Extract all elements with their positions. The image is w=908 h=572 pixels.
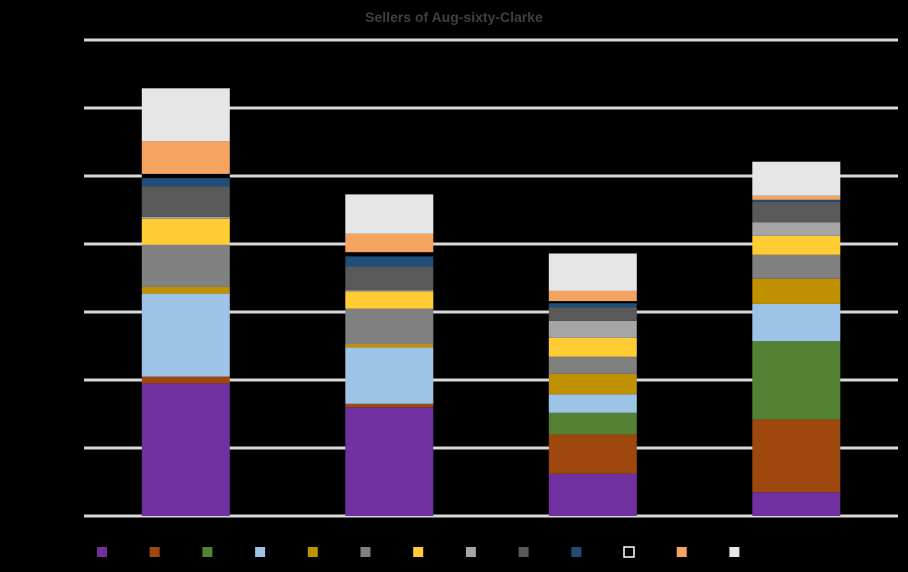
bar-segment-6 xyxy=(141,244,230,287)
bar-segment-2 xyxy=(345,403,434,408)
bar-segment-11 xyxy=(548,301,637,304)
bar-segment-8 xyxy=(345,290,434,292)
bar-segment-1 xyxy=(141,383,230,516)
bar-segment-4 xyxy=(548,394,637,413)
bar-segment-3 xyxy=(548,412,637,435)
bar-segment-6 xyxy=(345,308,434,344)
bar-segment-7 xyxy=(752,235,841,255)
bar-segment-11 xyxy=(141,174,230,179)
legend-swatch-2 xyxy=(149,547,160,557)
bar-segment-5 xyxy=(141,286,230,294)
bar-segment-4 xyxy=(141,293,230,377)
bar-segment-12 xyxy=(752,195,841,200)
bar-segment-1 xyxy=(752,492,841,516)
bar-segment-2 xyxy=(141,376,230,384)
legend-swatch-6 xyxy=(360,547,371,557)
legend-swatch-10 xyxy=(571,547,582,557)
bar-segment-10 xyxy=(548,303,637,308)
legend-swatch-9 xyxy=(518,547,529,557)
bar-segment-2 xyxy=(752,419,841,493)
bar-segment-5 xyxy=(548,373,637,395)
legend-swatch-13 xyxy=(729,547,740,557)
bar-segment-6 xyxy=(752,254,841,279)
legend-swatch-7 xyxy=(413,547,424,557)
legend-swatch-11 xyxy=(623,546,635,558)
bar-segment-5 xyxy=(345,344,434,348)
bar-segment-2 xyxy=(548,434,637,474)
bar-segment-10 xyxy=(141,178,230,187)
bar-segment-12 xyxy=(345,233,434,253)
bar-segment-1 xyxy=(345,407,434,516)
legend-swatch-3 xyxy=(202,547,213,557)
bar-segment-13 xyxy=(345,194,434,234)
bar-segment-7 xyxy=(345,291,434,309)
legend-swatch-4 xyxy=(255,547,266,557)
bar-segment-8 xyxy=(752,222,841,236)
legend-swatch-5 xyxy=(307,547,318,557)
bar-segment-9 xyxy=(548,307,637,321)
bar-segment-9 xyxy=(345,266,434,291)
bar-segment-7 xyxy=(141,218,230,245)
bar-segment-9 xyxy=(752,201,841,223)
bar-segment-7 xyxy=(548,337,637,357)
bar-segment-13 xyxy=(752,161,841,196)
bar-segment-8 xyxy=(141,216,230,219)
bar-segment-12 xyxy=(141,141,230,174)
bar-segment-10 xyxy=(752,199,841,202)
bar-segment-3 xyxy=(752,341,841,420)
bar-segment-11 xyxy=(345,252,434,257)
bar-segment-10 xyxy=(345,256,434,267)
chart-title: Sellers of Aug-sixty-Clarke xyxy=(365,9,543,25)
legend-swatch-12 xyxy=(676,547,687,557)
bar-segment-9 xyxy=(141,186,230,217)
bar-segment-4 xyxy=(752,303,841,342)
bar-segment-1 xyxy=(548,473,637,516)
bar-segment-13 xyxy=(548,253,637,291)
legend-swatch-1 xyxy=(97,547,107,557)
bar-segment-5 xyxy=(752,278,841,304)
bar-segment-4 xyxy=(345,347,434,404)
bar-segment-13 xyxy=(141,88,230,142)
bar-segment-8 xyxy=(548,320,637,338)
legend-swatch-8 xyxy=(465,547,476,557)
bar-segment-6 xyxy=(548,356,637,374)
bar-segment-12 xyxy=(548,290,637,302)
